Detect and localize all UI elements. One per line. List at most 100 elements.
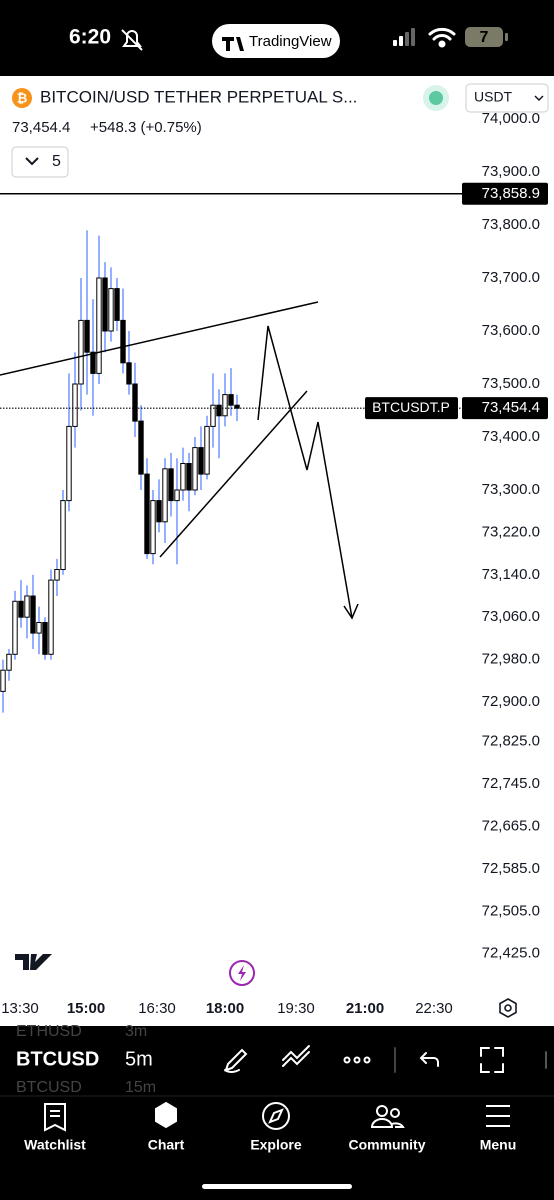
tradingview-logo	[15, 954, 52, 970]
price-tick-label: 73,400.0	[482, 428, 540, 445]
community-body	[370, 1118, 405, 1128]
drawings	[0, 301, 359, 620]
candle-body	[72, 383, 78, 427]
market-status-dot	[429, 91, 443, 105]
time-label: 19:30	[277, 1000, 315, 1017]
horizontal-line-label: 73,858.9	[482, 185, 540, 202]
indicators-toggle[interactable]	[11, 146, 69, 178]
nav-label[interactable]: Explore	[250, 1137, 302, 1153]
candle-body	[222, 394, 228, 417]
brush-tool[interactable]	[224, 1048, 248, 1073]
time-label: 18:00	[206, 1000, 244, 1017]
candle-body	[42, 622, 48, 655]
more-dot[interactable]	[343, 1056, 351, 1064]
ghost-symbol: BTCUSD	[16, 1079, 82, 1096]
more-dot	[363, 1056, 371, 1064]
nav-label[interactable]: Watchlist	[24, 1137, 86, 1153]
candle-body	[144, 473, 150, 555]
symbol-tag-label: BTCUSDT.P	[372, 399, 450, 415]
watchlist-icon[interactable]	[44, 1103, 66, 1132]
price-tick-label: 74,000.0	[482, 110, 540, 127]
candle-body	[96, 277, 102, 374]
candle-body	[84, 319, 90, 353]
price-tick-label: 73,060.0	[482, 608, 540, 625]
explore-needle	[268, 1108, 284, 1124]
bottom-nav	[0, 1096, 554, 1200]
app-pill[interactable]	[212, 24, 340, 58]
settings-icon[interactable]	[499, 998, 517, 1018]
candle-body	[114, 288, 120, 321]
candle-body	[48, 579, 54, 655]
nav-label[interactable]: Community	[349, 1137, 426, 1153]
candle-body	[18, 600, 24, 618]
menu-icon[interactable]	[486, 1105, 510, 1127]
candle-body	[216, 404, 222, 417]
change: +548.3 (+0.75%)	[90, 119, 202, 136]
candle-body	[198, 447, 204, 475]
community-icon[interactable]	[376, 1105, 388, 1117]
candle-body	[150, 500, 156, 555]
candle-body	[162, 468, 168, 523]
candle-body	[78, 319, 84, 385]
time-label: 16:30	[138, 1000, 176, 1017]
clock: 6:20	[69, 26, 111, 49]
candle-body	[138, 420, 144, 475]
candle-body	[132, 383, 138, 422]
candle-body	[180, 463, 186, 491]
time-label: 22:30	[415, 1000, 453, 1017]
candle-body	[66, 425, 72, 502]
battery-level: 7	[480, 29, 489, 46]
price-tick-label: 72,585.0	[482, 860, 540, 877]
price-tick-label: 72,505.0	[482, 902, 540, 919]
toolbar-symbol[interactable]: BTCUSD	[16, 1048, 99, 1070]
candle-body	[156, 500, 162, 523]
price-tick-label: 73,600.0	[482, 322, 540, 339]
candle-body	[228, 394, 234, 406]
symbol-tag	[365, 397, 458, 420]
candle-body	[30, 595, 36, 634]
explore-icon[interactable]	[262, 1102, 290, 1130]
ghost-interval: 15m	[125, 1079, 156, 1096]
candle-body	[204, 425, 210, 475]
price-tick-label: 73,500.0	[482, 375, 540, 392]
price-tick-label: 72,665.0	[482, 818, 540, 835]
candle-body	[120, 319, 126, 364]
candle-body	[54, 569, 60, 581]
price-tick-label: 72,900.0	[482, 693, 540, 710]
toolbar-interval[interactable]: 5m	[125, 1048, 153, 1070]
nav-label[interactable]: Chart	[148, 1137, 185, 1153]
price-tick-label: 73,800.0	[482, 216, 540, 233]
btc-glyph: ₿	[17, 90, 28, 105]
current-price-tag	[462, 397, 548, 420]
trend-tool[interactable]	[282, 1045, 310, 1067]
price-tick-label: 72,980.0	[482, 651, 540, 668]
currency: USDT	[474, 89, 513, 105]
candle-body	[6, 653, 12, 671]
currency-select[interactable]	[465, 83, 549, 113]
candle-body	[168, 468, 174, 502]
nav-label[interactable]: Menu	[480, 1137, 517, 1153]
indicators-count: 5	[52, 153, 61, 170]
price-tick-label: 73,220.0	[482, 523, 540, 540]
symbol-title[interactable]: BITCOIN/USD TETHER PERPETUAL S...	[40, 87, 357, 106]
price-tick-label: 73,700.0	[482, 269, 540, 286]
settings-icon-center	[504, 1004, 512, 1012]
wifi-icon	[428, 27, 456, 48]
chart-icon[interactable]	[155, 1101, 177, 1129]
horizontal-line-tag	[462, 182, 548, 205]
price-tick-label: 72,825.0	[482, 733, 540, 750]
undo-tool[interactable]	[419, 1052, 439, 1067]
price-tick-label: 73,900.0	[482, 163, 540, 180]
candle-body	[60, 500, 66, 571]
candle-body	[0, 669, 6, 692]
time-label: 13:30	[1, 1000, 39, 1017]
candle-body	[102, 277, 108, 332]
candle-body	[36, 622, 42, 634]
community-icon	[390, 1108, 400, 1118]
more-dot	[353, 1056, 361, 1064]
home-indicator	[202, 1184, 352, 1189]
fullscreen-tool[interactable]	[480, 1047, 504, 1073]
candle-body	[174, 489, 180, 502]
mute-icon	[121, 29, 143, 51]
